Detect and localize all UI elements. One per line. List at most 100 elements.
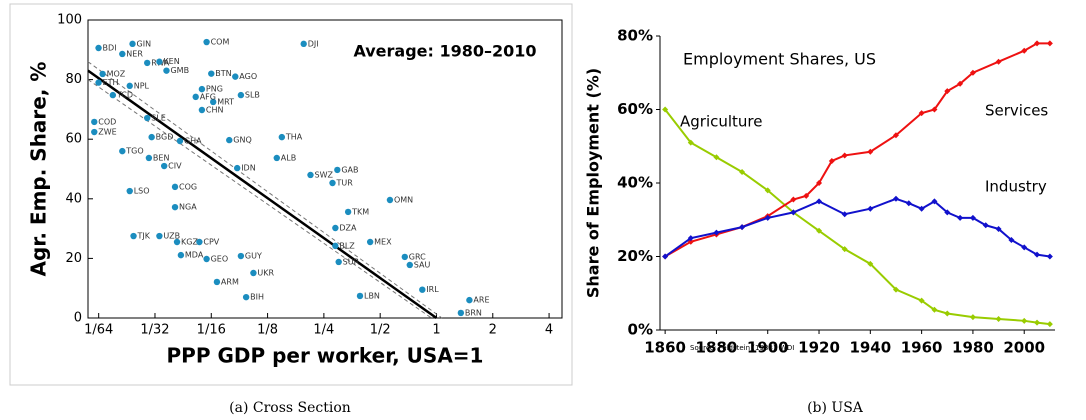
- marker: [867, 260, 874, 267]
- point-label: GNQ: [233, 136, 251, 145]
- point-label: DJI: [308, 39, 319, 48]
- marker: [662, 253, 669, 260]
- point: [144, 59, 151, 67]
- marker: [1046, 40, 1053, 47]
- x-tick-label: 1940: [849, 339, 891, 357]
- y-tick-label: 80%: [617, 27, 653, 45]
- point-label: GRC: [409, 252, 426, 261]
- point: [109, 91, 117, 99]
- point: [273, 154, 280, 162]
- marker: [841, 211, 848, 218]
- y-tick-label: 40: [65, 191, 82, 206]
- marker: [816, 227, 823, 234]
- point-label: CPV: [203, 238, 219, 247]
- point-label: ARM: [221, 277, 239, 286]
- marker: [892, 132, 899, 139]
- point-label: DZA: [339, 224, 357, 233]
- y-tick-label: 0%: [628, 321, 653, 339]
- marker: [867, 148, 874, 155]
- point-label: IRL: [426, 285, 439, 294]
- point-label: BLZ: [339, 241, 355, 250]
- point-label: BRN: [465, 308, 482, 317]
- marker: [1046, 253, 1053, 260]
- point: [148, 133, 155, 141]
- marker: [1034, 319, 1041, 326]
- marker: [969, 314, 976, 321]
- point-label: AGO: [239, 72, 257, 81]
- point: [126, 82, 133, 90]
- marker: [816, 180, 823, 186]
- point: [119, 50, 126, 58]
- point-label: IDN: [241, 164, 256, 173]
- point-label: SAU: [414, 260, 431, 269]
- point: [130, 232, 137, 240]
- point: [366, 238, 374, 246]
- marker: [841, 246, 848, 253]
- marker: [944, 88, 951, 95]
- x-tick-label: 1880: [696, 339, 738, 357]
- marker: [803, 192, 810, 199]
- y-tick-label: 0: [74, 311, 82, 326]
- point: [156, 58, 163, 65]
- point-label: BGD: [156, 133, 174, 142]
- point: [160, 162, 168, 170]
- point: [203, 255, 210, 263]
- fit-line: [87, 69, 438, 320]
- marker: [982, 222, 989, 229]
- point-label: NGA: [179, 203, 197, 212]
- marker: [1046, 321, 1053, 328]
- point: [208, 70, 215, 77]
- point-label: GUY: [245, 252, 262, 261]
- point-label: AFG: [200, 92, 216, 101]
- point-label: TKM: [351, 207, 369, 216]
- point-label: PNG: [206, 85, 223, 94]
- marker: [790, 196, 797, 203]
- point-label: ETH: [103, 78, 119, 87]
- point: [176, 137, 184, 145]
- x-tick-label: 2: [489, 323, 497, 338]
- marker: [828, 157, 835, 164]
- marker: [1021, 317, 1028, 324]
- point: [356, 292, 364, 300]
- marker: [892, 195, 899, 202]
- marker: [931, 106, 938, 113]
- series-line: [664, 197, 1051, 258]
- point-label: CHN: [206, 105, 224, 114]
- point-label: GIN: [137, 39, 152, 48]
- marker: [1021, 47, 1028, 54]
- y-axis-title: Share of Employment (%): [584, 68, 603, 298]
- marker: [713, 229, 720, 236]
- point: [332, 224, 339, 232]
- point-label: TCD: [116, 91, 133, 100]
- point-label: BDI: [103, 44, 117, 53]
- plot-frame: [87, 19, 563, 319]
- point: [144, 114, 151, 122]
- marker: [931, 306, 938, 313]
- y-tick-label: 60%: [617, 100, 653, 118]
- marker: [969, 214, 976, 221]
- point: [237, 91, 245, 99]
- point-label: ZWE: [98, 128, 116, 137]
- point-label: TJK: [137, 232, 151, 241]
- point: [242, 293, 250, 301]
- point: [213, 278, 221, 286]
- caption: (b) USA: [807, 400, 864, 416]
- marker: [687, 235, 694, 242]
- marker: [995, 58, 1002, 65]
- marker: [1008, 236, 1015, 243]
- x-tick-label: 4: [545, 323, 553, 338]
- point: [457, 309, 465, 317]
- marker: [1021, 244, 1028, 251]
- point: [401, 253, 408, 261]
- point: [171, 203, 179, 211]
- point-label: TUR: [335, 179, 353, 188]
- point: [163, 67, 170, 74]
- point-label: MOZ: [107, 69, 126, 78]
- series-line: [664, 108, 1050, 326]
- point: [119, 147, 126, 155]
- marker: [957, 80, 964, 87]
- marker: [1034, 40, 1041, 47]
- marker: [995, 315, 1002, 322]
- point: [145, 154, 153, 162]
- marker: [662, 106, 669, 113]
